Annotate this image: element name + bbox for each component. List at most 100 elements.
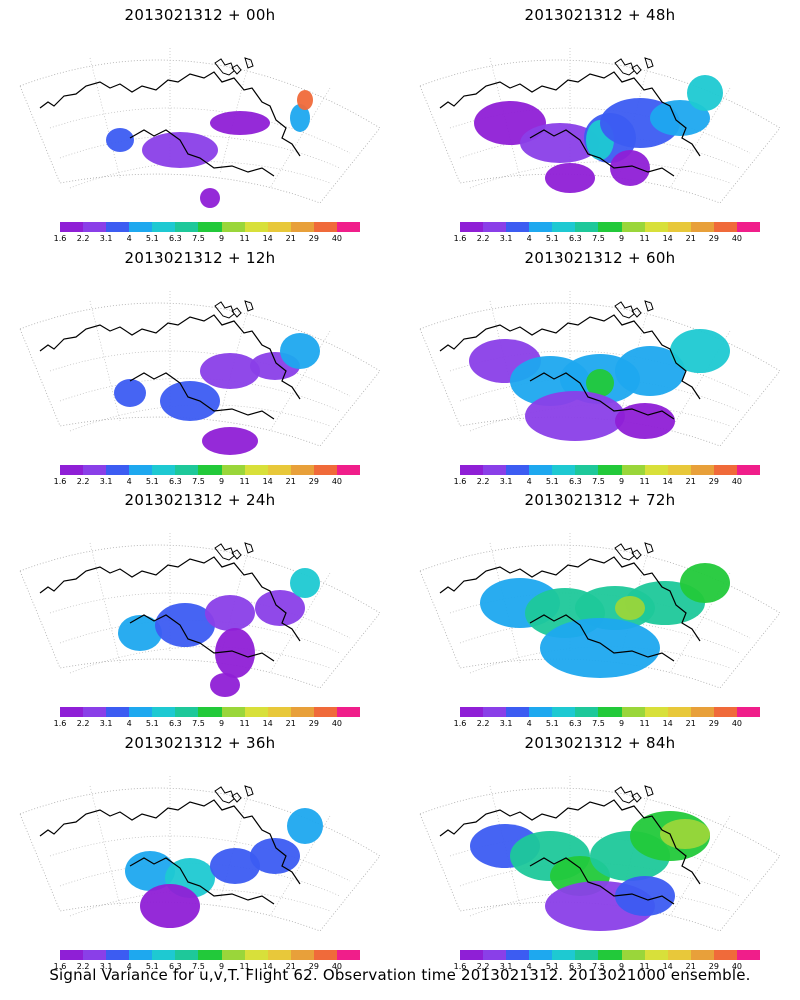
variance-contour (680, 563, 730, 603)
colorbar-label: 9 (218, 719, 225, 728)
variance-contour (545, 163, 595, 193)
colorbar-label: 1.6 (53, 719, 67, 728)
colorbar-label: 9 (618, 234, 625, 243)
colorbar-label: 6.3 (169, 719, 182, 728)
colorbar-label: 1.6 (53, 477, 67, 486)
colorbar-label: 11 (639, 477, 650, 486)
colorbar-label: 1.6 (53, 962, 67, 971)
colorbar-labels: 1.6 2.2 3.1 4 5.1 6.3 7.5 9 11 14 21 29 40 (54, 962, 360, 974)
polar-map (19, 776, 381, 932)
colorbar-label: 9 (618, 719, 625, 728)
colorbar-swatch (644, 222, 668, 232)
colorbar-label: 29 (708, 962, 719, 971)
colorbar-label: 5.1 (545, 962, 559, 971)
colorbar-swatch (690, 950, 714, 960)
colorbar-labels: 1.6 2.2 3.1 4 5.1 6.3 7.5 9 11 14 21 29 40 (54, 477, 360, 489)
colorbar-label: 5.1 (145, 719, 159, 728)
colorbar-label: 2.2 (476, 962, 490, 971)
colorbar-swatch (667, 707, 691, 717)
panel-title: 2013021312 + 36h (124, 734, 276, 752)
colorbar-label: 40 (331, 234, 343, 243)
colorbar-label: 7.5 (192, 477, 205, 486)
colorbar-label: 29 (308, 719, 319, 728)
arctic-islands (214, 57, 254, 76)
arctic-islands (614, 57, 654, 76)
polar-map (419, 533, 781, 689)
arctic-islands (614, 300, 654, 319)
colorbar-swatch (221, 222, 245, 232)
colorbar-swatch (575, 950, 599, 960)
forecast-panel: 2013021312 + 60h 1.6 2.2 3.1 4 5.1 6.3 7.5 9 11 14… (400, 243, 800, 493)
polar-map (419, 48, 781, 204)
colorbar-swatch (198, 707, 222, 717)
coastline (39, 799, 301, 885)
panel-title: 2013021312 + 84h (524, 734, 676, 752)
coastline (439, 314, 701, 400)
colorbar-label: 2.2 (76, 234, 90, 243)
colorbar-label: 6.3 (569, 234, 582, 243)
colorbar-label: 11 (639, 962, 650, 971)
colorbar-label: 21 (285, 477, 296, 486)
variance-contour (142, 132, 218, 168)
colorbar-swatch (667, 950, 691, 960)
colorbar-swatch (713, 950, 737, 960)
colorbar-swatch (290, 950, 314, 960)
colorbar-labels: 1.6 2.2 3.1 4 5.1 6.3 7.5 9 11 14 21 29 40 (54, 234, 360, 246)
coastline (439, 556, 701, 642)
colorbar-labels: 1.6 2.2 3.1 4 5.1 6.3 7.5 9 11 14 21 29 40 (454, 962, 760, 974)
colorbar-swatch (621, 950, 645, 960)
variance-contour (250, 838, 300, 874)
variance-contour (525, 391, 625, 441)
coastline (529, 614, 675, 662)
colorbar-swatch (736, 950, 761, 960)
colorbar-label: 4 (126, 477, 132, 486)
colorbar-swatch (106, 707, 130, 717)
colorbar-label: 5.1 (145, 477, 159, 486)
variance-contour (118, 615, 162, 651)
colorbar-label: 4 (126, 234, 132, 243)
colorbar-label: 5.1 (545, 477, 559, 486)
colorbar-label: 9 (218, 234, 225, 243)
colorbar-swatch (336, 707, 361, 717)
colorbar-swatch (552, 222, 576, 232)
colorbar-label: 9 (618, 477, 625, 486)
colorbar-label: 4 (126, 962, 132, 971)
colorbar-label: 9 (218, 962, 225, 971)
colorbar-label: 29 (308, 962, 319, 971)
variance-contour (210, 848, 260, 884)
colorbar (460, 465, 761, 475)
colorbar-label: 14 (262, 234, 273, 243)
variance-contour (140, 884, 200, 928)
colorbar-swatch (221, 465, 245, 475)
colorbar-label: 9 (618, 962, 625, 971)
colorbar-swatch (483, 465, 507, 475)
latitude-gridline (69, 161, 331, 189)
variance-contour (215, 628, 255, 678)
colorbar-swatch (713, 222, 737, 232)
variance-contour (200, 188, 220, 208)
variance-contour (615, 876, 675, 916)
colorbar-swatch (313, 465, 337, 475)
coastline (129, 857, 275, 905)
variance-contour (125, 851, 175, 891)
colorbar-label: 29 (308, 234, 319, 243)
coastline (39, 556, 301, 642)
forecast-panel: 2013021312 + 00h 1.6 2.2 3.1 4 5.1 6.3 7.5 9 11 14… (0, 0, 400, 250)
panel-title: 2013021312 + 12h (124, 249, 276, 267)
longitude-gridline (219, 57, 251, 174)
colorbar (60, 465, 361, 475)
colorbar-label: 6.3 (569, 962, 582, 971)
colorbar-label: 14 (662, 962, 673, 971)
colorbar-swatch (575, 465, 599, 475)
colorbar-label: 5.1 (545, 234, 559, 243)
forecast-panel: 2013021312 + 12h 1.6 2.2 3.1 4 5.1 6.3 7.5 9 11 14… (0, 243, 400, 493)
colorbar (460, 950, 761, 960)
longitude-gridline (219, 300, 251, 417)
colorbar-swatch (313, 950, 337, 960)
colorbar-label: 1.6 (453, 719, 467, 728)
colorbar-swatch (198, 465, 222, 475)
panel-title: 2013021312 + 24h (124, 491, 276, 509)
colorbar-swatch (552, 950, 576, 960)
colorbar-label: 40 (731, 234, 743, 243)
colorbar-swatch (175, 222, 199, 232)
